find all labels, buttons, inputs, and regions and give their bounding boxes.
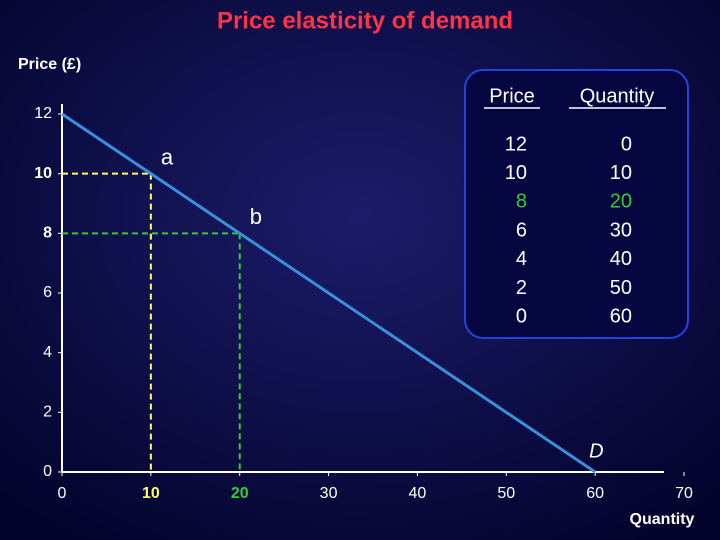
table-cell: 6 xyxy=(516,219,527,241)
point-label: b xyxy=(250,204,262,229)
table-cell: 0 xyxy=(621,133,632,155)
demand-curve xyxy=(61,112,596,474)
x-tick-label: 20 xyxy=(231,485,249,502)
x-tick-label: 60 xyxy=(586,485,604,502)
y-tick-label: 0 xyxy=(43,463,52,480)
point-label: a xyxy=(161,144,174,169)
table-cell: 12 xyxy=(505,133,527,155)
y-tick-label: 12 xyxy=(34,105,52,122)
table-cell: 10 xyxy=(505,162,527,184)
table-cell: 8 xyxy=(516,191,527,213)
table-cell: 60 xyxy=(610,305,632,327)
table-cell: 30 xyxy=(610,219,632,241)
table-box xyxy=(464,69,689,339)
x-tick-label: 0 xyxy=(58,485,67,502)
chart-title: Price elasticity of demand xyxy=(217,7,513,34)
table-header: Quantity xyxy=(580,85,654,107)
table-cell: 2 xyxy=(516,277,527,299)
x-tick-label: 10 xyxy=(142,485,160,502)
x-tick-label: 40 xyxy=(409,485,427,502)
x-tick-label: 30 xyxy=(320,485,338,502)
y-tick-label: 4 xyxy=(43,344,52,361)
y-tick-label: 6 xyxy=(43,284,52,301)
curve-label: D xyxy=(589,440,603,462)
y-tick-label: 10 xyxy=(34,165,52,182)
y-tick-label: 8 xyxy=(43,225,52,242)
table-cell: 50 xyxy=(610,277,632,299)
table-cell: 10 xyxy=(610,162,632,184)
table-cell: 20 xyxy=(610,191,632,213)
table-cell: 0 xyxy=(516,305,527,327)
x-tick-label: 50 xyxy=(497,485,515,502)
y-tick-label: 2 xyxy=(43,404,52,421)
table-cell: 4 xyxy=(516,248,527,270)
table-cell: 40 xyxy=(610,248,632,270)
x-tick-label: 70 xyxy=(675,485,693,502)
y-axis-label: Price (£) xyxy=(18,56,81,73)
table-header: Price xyxy=(489,85,535,107)
x-axis-label: Quantity xyxy=(630,511,695,528)
